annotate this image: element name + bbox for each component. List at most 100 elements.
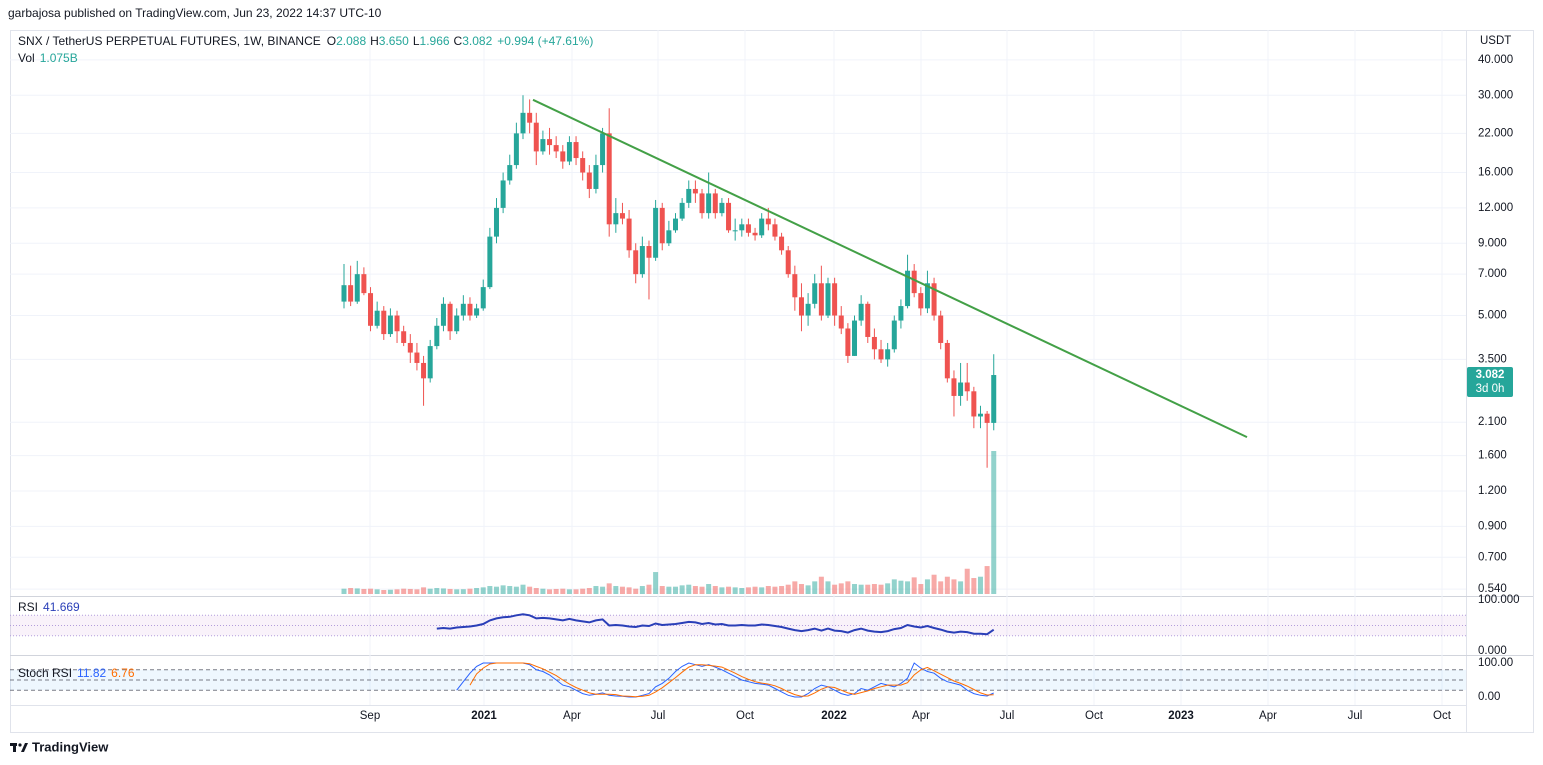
volume-bar	[931, 574, 937, 594]
rsi-legend-name: RSI	[18, 600, 38, 614]
candle-body	[898, 306, 904, 321]
candle-body	[553, 145, 559, 152]
volume-bar	[653, 572, 659, 594]
x-tick-label: Jul	[651, 710, 666, 722]
candle-body	[984, 413, 990, 423]
volume-bar	[852, 584, 858, 594]
candle-body	[427, 346, 433, 379]
volume-bar	[447, 588, 453, 594]
y-tick-label: 5.000	[1478, 310, 1507, 322]
volume-bar	[984, 566, 990, 594]
legend-label: L	[413, 34, 420, 48]
candle-body	[931, 283, 937, 316]
y-tick-label: 30.000	[1478, 89, 1513, 101]
y-tick-label: 0.540	[1478, 583, 1507, 595]
x-tick-label: Jul	[1348, 710, 1363, 722]
volume-legend: Vol 1.075B	[18, 51, 78, 65]
candle-body	[354, 274, 360, 302]
volume-bar	[566, 589, 572, 594]
candle-body	[500, 180, 506, 208]
y-tick-label: 3.500	[1478, 353, 1507, 365]
candle-body	[699, 193, 705, 214]
volume-bar	[586, 588, 592, 594]
volume-bar	[871, 584, 877, 594]
candle-body	[619, 213, 625, 219]
candle-body	[951, 378, 957, 396]
volume-bar	[467, 588, 473, 594]
volume-bar	[905, 581, 911, 594]
candle-body	[825, 283, 831, 316]
rsi-tick-label: 0.000	[1478, 645, 1507, 657]
legend-change: +0.994 (+47.61%)	[497, 34, 593, 48]
candle-body	[387, 315, 393, 335]
candle-body	[361, 274, 367, 294]
candle-body	[639, 246, 645, 275]
price-badge-countdown: 3d 0h	[1476, 383, 1505, 395]
volume-bar	[401, 588, 407, 594]
candle-body	[845, 328, 851, 356]
volume-bar	[606, 583, 612, 594]
y-tick-label: 16.000	[1478, 167, 1513, 179]
volume-bar	[394, 589, 400, 594]
candle-body	[480, 287, 486, 309]
volume-bar	[626, 587, 632, 594]
volume-bar	[493, 586, 499, 594]
volume-bar	[865, 584, 871, 594]
volume-bar	[792, 581, 798, 594]
volume-bar	[745, 587, 751, 594]
candle-body	[487, 236, 493, 288]
legend: SNX / TetherUS PERPETUAL FUTURES, 1W, BI…	[18, 34, 593, 48]
volume-bar	[832, 584, 838, 594]
candle-body	[891, 320, 897, 350]
candle-body	[938, 315, 944, 343]
candle-body	[348, 285, 354, 302]
volume-bar	[560, 588, 566, 594]
logo	[10, 743, 28, 752]
volume-bar	[361, 588, 367, 594]
candle-body	[401, 331, 407, 343]
volume-bar	[971, 578, 977, 594]
volume-bar	[785, 584, 791, 594]
volume-bar	[673, 586, 678, 594]
brand: TradingView	[32, 739, 109, 754]
volume-bar	[706, 584, 712, 594]
candle-body	[958, 382, 964, 396]
volume-legend-name: Vol	[18, 51, 35, 65]
volume-bar	[679, 585, 685, 594]
y-tick-label: 22.000	[1478, 127, 1513, 139]
volume-bar	[454, 589, 460, 594]
x-tick-label: 2021	[471, 710, 497, 722]
candle-body	[440, 303, 446, 326]
volume-bar	[646, 584, 652, 594]
legend-value: 3.082	[462, 34, 492, 48]
volume-bar	[666, 586, 672, 594]
candle-body	[719, 202, 725, 214]
volume-bar	[593, 586, 599, 594]
y-tick-label: 0.900	[1478, 520, 1507, 532]
candle-body	[646, 246, 652, 258]
candle-body	[493, 207, 499, 237]
legend-value: 3.650	[379, 34, 409, 48]
legend-label: H	[370, 34, 379, 48]
candle-body	[421, 362, 427, 379]
volume-bar	[600, 586, 606, 594]
candle-body	[785, 250, 791, 275]
volume-bar	[885, 583, 891, 594]
candle-body	[885, 349, 891, 360]
volume-bar	[812, 581, 818, 594]
candle-body	[666, 230, 672, 244]
candle-body	[533, 122, 539, 152]
volume-bar	[726, 586, 732, 594]
volume-bar	[825, 581, 831, 594]
volume-bar	[951, 579, 957, 594]
volume-bar	[878, 584, 884, 594]
candle-body	[918, 293, 924, 309]
candle-body	[726, 202, 732, 231]
candle-body	[858, 303, 864, 321]
candle-body	[964, 382, 970, 392]
volume-bar	[898, 580, 904, 594]
candle-body	[513, 133, 519, 166]
candle-body	[600, 133, 606, 166]
volume-bar	[540, 588, 546, 594]
volume-bar	[460, 589, 466, 594]
